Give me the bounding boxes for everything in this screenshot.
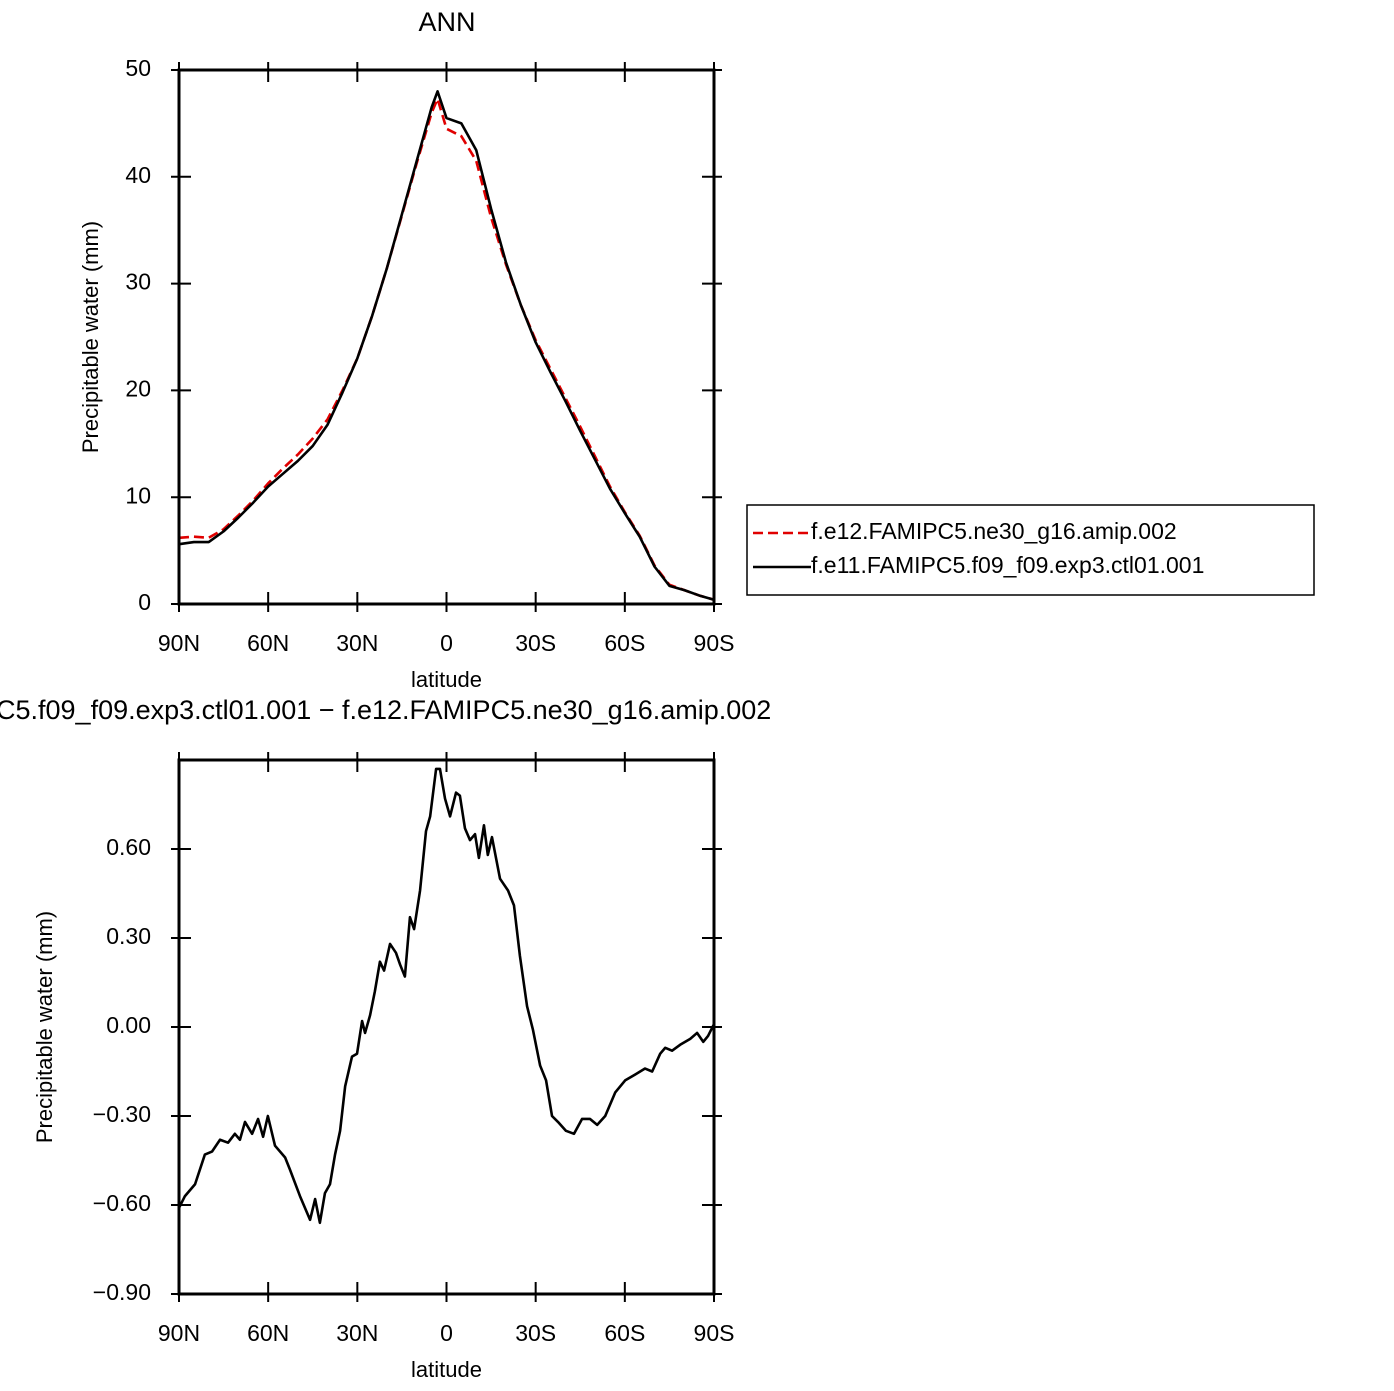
- y-tick-label: 0.60: [106, 834, 151, 860]
- x-tick-label: 30N: [336, 630, 378, 656]
- x-tick-label: 90N: [158, 1320, 200, 1346]
- x-tick-label: 0: [440, 1320, 453, 1346]
- data-line: [178, 90, 715, 601]
- x-tick-label: 0: [440, 630, 453, 656]
- y-tick-label: 0.30: [106, 923, 151, 949]
- y-axis-title: Precipitable water (mm): [32, 911, 57, 1143]
- data-line: [178, 97, 715, 601]
- x-axis-title: latitude: [411, 1357, 482, 1382]
- y-tick-label: 20: [125, 375, 151, 401]
- y-tick-label: 0: [138, 589, 151, 615]
- chart-panel: ANN Precipitable water (mm) latitude 0 10 20 3…: [78, 7, 1315, 692]
- x-tick-label: 30S: [515, 1320, 556, 1346]
- y-tick-label: 0.00: [106, 1012, 151, 1038]
- y-axis-title: Precipitable water (mm): [78, 221, 103, 453]
- chart-panel: C5.f09_f09.exp3.ctl01.001 − f.e12.FAMIPC…: [0, 695, 771, 1382]
- x-tick-label: 30N: [336, 1320, 378, 1346]
- x-axis-title: latitude: [411, 667, 482, 692]
- legend: f.e12.FAMIPC5.ne30_g16.amip.002 f.e11.FAM…: [746, 504, 1315, 596]
- x-tick-label: 60S: [604, 1320, 645, 1346]
- y-tick-label: −0.60: [93, 1190, 151, 1216]
- plot-frame: [177, 68, 716, 606]
- legend-box: [746, 504, 1315, 596]
- y-tick-label: 30: [125, 269, 151, 295]
- data-line: [177, 767, 716, 1225]
- x-tick-label: 90N: [158, 630, 200, 656]
- plot-frame: [177, 758, 716, 1296]
- y-tick-label: 40: [125, 162, 151, 188]
- chart-title: C5.f09_f09.exp3.ctl01.001 − f.e12.FAMIPC…: [0, 695, 771, 725]
- y-tick-label: 10: [125, 482, 151, 508]
- y-tick-label: −0.30: [93, 1101, 151, 1127]
- x-tick-label: 90S: [694, 1320, 735, 1346]
- x-tick-label: 90S: [694, 630, 735, 656]
- legend-label: f.e11.FAMIPC5.f09_f09.exp3.ctl01.001: [811, 552, 1204, 578]
- legend-label: f.e12.FAMIPC5.ne30_g16.amip.002: [811, 518, 1177, 544]
- chart-title: ANN: [418, 7, 475, 37]
- x-tick-label: 60N: [247, 630, 289, 656]
- y-tick-label: −0.90: [93, 1279, 151, 1305]
- x-tick-label: 60S: [604, 630, 645, 656]
- x-tick-label: 30S: [515, 630, 556, 656]
- x-tick-label: 60N: [247, 1320, 289, 1346]
- y-tick-label: 50: [125, 55, 151, 81]
